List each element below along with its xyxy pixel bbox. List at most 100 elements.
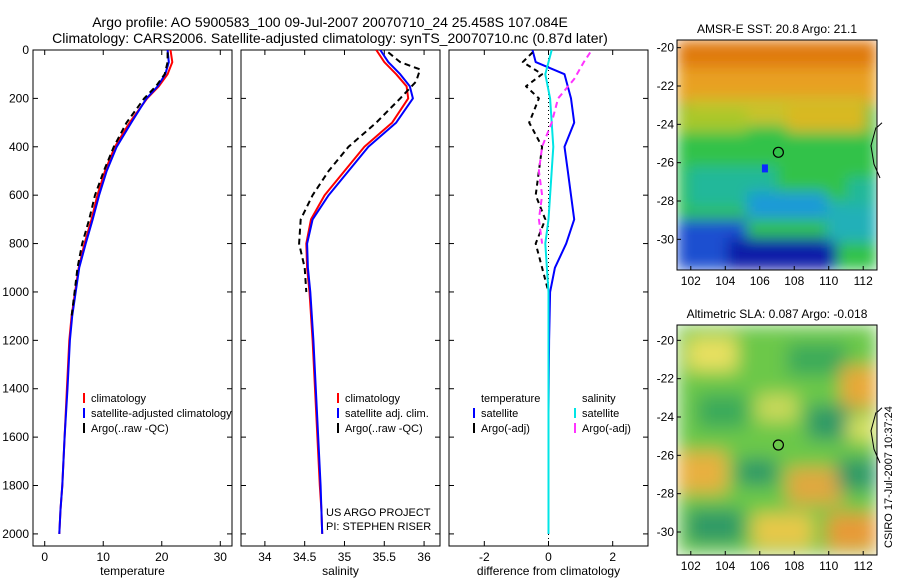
sla_map-coastline-ext: [876, 407, 883, 413]
temperature-panel: 0 10 20 30 0 200 400 600 800 1000 1200 1400 1600 1800…: [2, 43, 233, 578]
temperature-ytick-label: 1000: [2, 285, 29, 299]
temperature-ytick-label: 1400: [2, 382, 29, 396]
temperature-ytick-label: 200: [9, 91, 29, 105]
sla_map-xtick-label: 102: [681, 559, 701, 573]
temperature-line-satellite-adjusted-climatology: [58, 50, 170, 534]
salinity-xtick-label: 34.5: [293, 550, 317, 564]
difference-legend-temp-sat-label: satellite: [481, 408, 518, 420]
sst_map-frame: [676, 39, 878, 271]
sla_map-xtick-label: 112: [854, 559, 873, 573]
difference-xtick-label: 2: [609, 550, 616, 564]
sla_map-ytick-label: -20: [657, 333, 675, 347]
project-label-line1: US ARGO PROJECT: [326, 507, 431, 519]
salinity-line-argo-raw-qc-: [298, 51, 422, 293]
salinity-legend-0-label: climatology: [345, 393, 401, 405]
sla-field-patch-13: [847, 417, 877, 440]
sla_map-ytick-label: -28: [657, 487, 675, 501]
project-label-line2: PI: STEPHEN RISER: [326, 521, 431, 533]
sst-map-panel: AMSR-E SST: 20.8 Argo: 21.1 102 104 106 108 1…: [657, 22, 883, 288]
difference-line-temperature-argo-adj-: [521, 51, 550, 293]
sst_map-title: AMSR-E SST: 20.8 Argo: 21.1: [697, 22, 857, 36]
salinity-xtick-label: 35: [338, 550, 352, 564]
temperature-ytick-label: 1800: [2, 479, 29, 493]
sla-field-patch-0: [687, 336, 737, 371]
sla_map-ytick-label: -24: [657, 410, 675, 424]
difference-xlabel: difference from climatology: [477, 564, 620, 578]
salinity-line-satellite-adj-clim-: [306, 50, 414, 534]
sla-field-patch-6: [677, 451, 727, 493]
sla-field-patch-10: [687, 509, 743, 544]
temperature-legend-0-label: climatology: [91, 393, 147, 405]
sla-field-patch-9: [837, 458, 877, 491]
sla_map-argo-marker: [772, 439, 784, 451]
salinity-panel: 34 34.5 35 35.5 36 salinity climatology satelli…: [240, 49, 441, 578]
sla_map-frame: [676, 324, 878, 556]
sst_map-xtick-label: 108: [784, 274, 804, 288]
sst_map-xtick-label: 106: [750, 274, 770, 288]
salinity-legend-2-label: Argo(..raw -QC): [345, 423, 423, 435]
sst-field-patch-4: [677, 109, 747, 132]
sst_map-ytick-label: -28: [657, 194, 675, 208]
sla-field-patch-3: [697, 394, 747, 429]
temperature-ytick-label: 600: [9, 188, 29, 202]
difference-line-salinity-satellite: [544, 50, 555, 534]
sst_map-ytick-label: -20: [657, 41, 675, 55]
sla_map-ytick-label: -22: [657, 372, 675, 386]
sla_map-xtick-label: 110: [819, 559, 838, 573]
salinity-xtick-label: 35.5: [373, 550, 397, 564]
sst_map-ytick-label: -26: [657, 156, 675, 170]
sst_map-argo-marker: [772, 146, 784, 158]
sla-field-patch-2: [841, 366, 877, 408]
temperature-legend-1-label: satellite-adjusted climatology: [91, 408, 232, 420]
salinity-xtick-label: 34: [258, 550, 272, 564]
sla_map-coastline: [870, 412, 881, 464]
figure-title-line1: Argo profile: AO 5900583_100 09-Jul-2007…: [92, 14, 568, 30]
temperature-ytick-label: 1200: [2, 333, 29, 347]
difference-legend-sal-sat-label: satellite: [582, 408, 619, 420]
sst_map-xtick-label: 110: [819, 274, 838, 288]
sla-field-patch-1: [787, 343, 847, 376]
temperature-xtick-label: 0: [41, 550, 48, 564]
difference-legend-temp-argo-label: Argo(-adj): [481, 423, 530, 435]
sst_map-xtick-label: 104: [715, 274, 735, 288]
sla-field-patch-5: [807, 405, 851, 440]
sst-field-patch-9: [827, 201, 877, 243]
sst_map-xtick-label: 102: [681, 274, 701, 288]
sla-field-patch-7: [737, 458, 777, 486]
sla_map-xtick-label: 106: [750, 559, 770, 573]
difference-legend-salinity-title: salinity: [582, 393, 616, 405]
difference-series-group: [521, 50, 592, 534]
sst-field-patch-6: [747, 191, 827, 220]
temperature-ytick-label: 0: [22, 43, 29, 57]
sst_map-ytick-label: -22: [657, 79, 675, 93]
sst_map-field-group: [677, 40, 877, 270]
temperature-ytick-label: 400: [9, 140, 29, 154]
salinity-xlabel: salinity: [322, 564, 359, 578]
sst-cold-spot: [761, 164, 768, 173]
sst-field-patch-8: [727, 237, 837, 270]
sla-field-blobs: [677, 325, 877, 555]
sst_map-ytick-label: -24: [657, 117, 675, 131]
temperature-xtick-label: 30: [214, 550, 228, 564]
temperature-line-argo-raw-qc-: [70, 52, 169, 317]
figure-title-line2: Climatology: CARS2006. Satellite-adjuste…: [52, 30, 608, 46]
temperature-xtick-label: 10: [97, 550, 111, 564]
sla-map-panel: Altimetric SLA: 0.087 Argo: -0.018 102 104…: [657, 307, 883, 573]
sla-field-patch-11: [753, 513, 813, 549]
sla-field-patch-12: [827, 513, 877, 551]
temperature-ytick-label: 800: [9, 237, 29, 251]
difference-legend-sal-argo-label: Argo(-adj): [582, 423, 631, 435]
sst_map-coastline-ext: [876, 122, 883, 128]
sla-field-patch-4: [757, 394, 797, 422]
sla-field-patch-8: [787, 467, 843, 505]
temperature-axes-box: [32, 49, 233, 547]
difference-xtick-label: 0: [545, 550, 552, 564]
salinity-xtick-label: 36: [417, 550, 431, 564]
sst_map-coastline: [870, 127, 881, 179]
temperature-xtick-label: 20: [155, 550, 169, 564]
temperature-ytick-label: 2000: [2, 527, 29, 541]
sst-field-patch-3: [787, 104, 867, 132]
salinity-series-group: [298, 50, 422, 534]
